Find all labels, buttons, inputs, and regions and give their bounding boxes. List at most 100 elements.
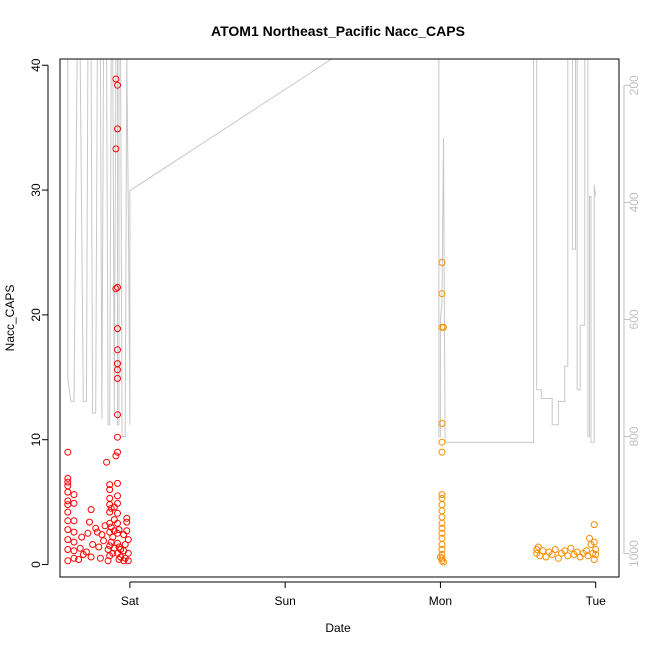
data-point	[120, 531, 128, 539]
data-point	[438, 448, 446, 456]
data-point	[64, 448, 72, 456]
data-point	[70, 499, 78, 507]
data-point	[64, 526, 72, 534]
data-point	[438, 259, 446, 266]
data-point	[109, 549, 117, 557]
data-point	[109, 533, 117, 541]
data-point	[78, 533, 86, 541]
x-tick-label: Mon	[429, 594, 452, 608]
data-point	[96, 554, 104, 562]
y-tick-label: 20	[29, 308, 43, 322]
data-point	[92, 524, 100, 532]
data-point	[89, 541, 97, 548]
data-point	[70, 554, 78, 562]
data-point	[124, 549, 132, 557]
x-axis-label: Date	[325, 621, 351, 635]
data-point	[117, 546, 125, 553]
data-point	[438, 507, 446, 515]
data-point	[114, 539, 121, 547]
y-axis-label: Nacc_CAPS	[3, 285, 17, 352]
y2-tick-label: 400	[627, 192, 641, 212]
x-tick-label: Sat	[121, 594, 140, 608]
data-point	[438, 491, 446, 499]
data-point	[84, 529, 92, 537]
y2-tick-label: 1000	[627, 540, 641, 567]
data-point	[124, 536, 132, 544]
data-point	[438, 524, 446, 532]
data-point	[114, 81, 121, 89]
data-point	[586, 534, 593, 542]
data-point	[592, 546, 600, 553]
data-point	[121, 541, 129, 548]
data-point	[114, 499, 121, 507]
data-point	[438, 494, 446, 502]
data-point	[87, 506, 95, 514]
data-point	[110, 544, 118, 552]
data-point	[64, 536, 72, 544]
data-point	[114, 492, 121, 500]
data-point	[106, 481, 114, 489]
x-tick-label: Sun	[274, 594, 295, 608]
data-point	[534, 543, 542, 551]
data-point	[64, 557, 72, 565]
y-tick-label: 10	[29, 433, 43, 447]
data-point	[542, 553, 550, 561]
data-point	[114, 325, 121, 333]
data-point	[112, 75, 120, 83]
data-point	[590, 538, 598, 546]
data-point	[76, 544, 84, 552]
data-point	[64, 488, 72, 496]
data-point	[106, 494, 114, 502]
data-point	[124, 557, 132, 565]
data-point	[440, 558, 447, 566]
data-point	[64, 482, 72, 490]
data-point	[438, 529, 446, 537]
data-point	[70, 517, 78, 525]
plot-layer: 0 10 20 30 40 Sat Sun Mon Tue 200 400 600 800 1000	[29, 58, 641, 608]
data-point	[438, 290, 446, 298]
data-point	[75, 556, 83, 563]
data-point	[100, 537, 107, 545]
data-point	[104, 557, 112, 565]
data-point	[438, 541, 446, 548]
data-point	[64, 508, 72, 516]
data-point	[114, 519, 121, 527]
data-point	[64, 546, 72, 553]
data-point	[98, 531, 106, 539]
data-point	[64, 497, 72, 505]
data-point	[70, 547, 78, 555]
data-point	[114, 283, 121, 291]
data-point	[548, 551, 556, 558]
data-point	[103, 458, 111, 466]
data-point	[70, 491, 78, 499]
plot-frame	[59, 58, 620, 578]
y2-tick-label: 800	[627, 426, 641, 446]
y-tick-label: 0	[29, 561, 43, 568]
data-point	[561, 547, 569, 555]
data-point	[582, 547, 590, 555]
data-point	[106, 486, 114, 494]
data-point	[438, 513, 446, 521]
data-point	[590, 556, 598, 563]
data-point	[114, 366, 121, 374]
y2-tick-label: 600	[627, 309, 641, 329]
data-point	[551, 546, 559, 553]
data-point	[554, 554, 562, 562]
data-point	[64, 517, 72, 525]
data-point	[70, 538, 78, 546]
data-point	[438, 420, 446, 427]
data-point	[112, 452, 120, 460]
data-point	[539, 547, 547, 555]
data-point	[115, 526, 123, 534]
data-point	[114, 448, 121, 456]
data-point	[114, 509, 121, 517]
data-point	[106, 519, 114, 527]
data-point	[438, 557, 446, 565]
data-point	[114, 346, 121, 354]
data-point	[567, 544, 575, 552]
data-point	[438, 501, 446, 509]
data-point	[123, 514, 131, 522]
data-point	[70, 528, 78, 536]
